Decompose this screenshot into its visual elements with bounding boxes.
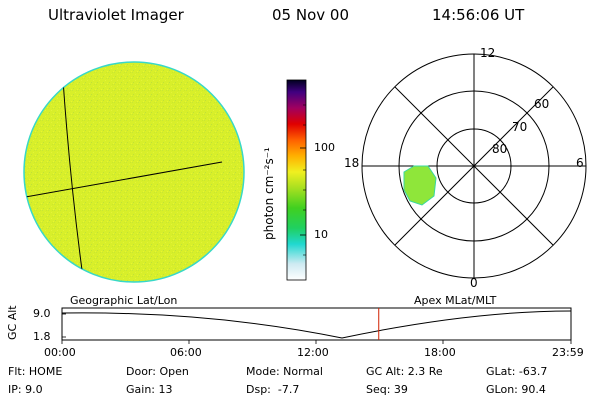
date-label: 05 Nov 00 — [272, 6, 349, 24]
time-label: 14:56:06 UT — [432, 6, 525, 24]
status-door: Door: Open — [126, 365, 189, 378]
mlt-label-12: 12 — [480, 46, 496, 60]
timeline-xtick-0600: 06:00 — [170, 346, 202, 359]
mlat-label-60: 60 — [534, 97, 550, 111]
status-glon: GLon: 90.4 — [486, 383, 546, 396]
colorbar-unit-label: photon cm⁻²s⁻¹ — [262, 147, 276, 240]
timeline-xtick-0000: 00:00 — [44, 346, 76, 359]
mlt-label-18: 18 — [344, 156, 360, 170]
timeline-ylabel: GC Alt — [6, 305, 19, 340]
altitude-curve — [61, 310, 572, 339]
timeline-xtick-1800: 18:00 — [424, 346, 456, 359]
mlat-label-70: 70 — [512, 120, 528, 134]
instrument-title: Ultraviolet Imager — [48, 6, 184, 24]
timeline-left-title: Geographic Lat/Lon — [70, 294, 178, 307]
timeline-ytick-high: 9.0 — [33, 307, 51, 320]
status-dsp: Dsp: -7.7 — [246, 383, 300, 396]
colorbar-tick-100: 100 — [314, 141, 335, 154]
mlt-label-0: 0 — [470, 276, 478, 290]
longitude-line — [62, 79, 83, 271]
colorbar — [286, 79, 307, 281]
aurora-patch — [403, 165, 437, 206]
uv-image-disk — [23, 61, 245, 283]
status-gain: Gain: 13 — [126, 383, 173, 396]
status-filter: Flt: HOME — [8, 365, 63, 378]
status-glat: GLat: -63.7 — [486, 365, 548, 378]
timeline-ytick-low: 1.8 — [33, 330, 51, 343]
latitude-line — [24, 161, 223, 199]
status-mode: Mode: Normal — [246, 365, 323, 378]
status-seq: Seq: 39 — [366, 383, 408, 396]
timeline-plot — [61, 307, 572, 344]
timeline-xtick-1200: 12:00 — [297, 346, 329, 359]
status-gc-alt: GC Alt: 2.3 Re — [366, 365, 443, 378]
status-ip: IP: 9.0 — [8, 383, 43, 396]
mlat-label-80: 80 — [492, 142, 508, 156]
polar-plot — [361, 53, 587, 279]
mlt-label-6: 6 — [576, 156, 584, 170]
timeline-xtick-2359: 23:59 — [552, 346, 584, 359]
timeline-right-title: Apex MLat/MLT — [414, 294, 497, 307]
colorbar-tick-10: 10 — [314, 228, 328, 241]
